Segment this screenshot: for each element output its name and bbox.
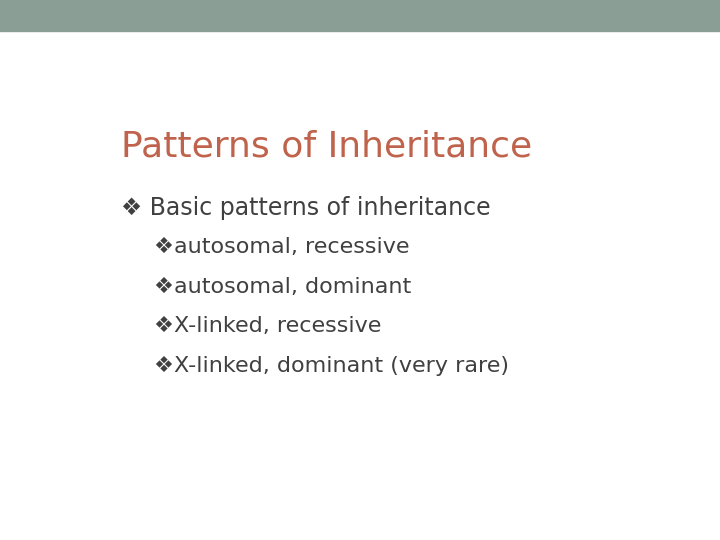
Text: ❖X-linked, recessive: ❖X-linked, recessive — [154, 316, 382, 336]
Text: ❖ Basic patterns of inheritance: ❖ Basic patterns of inheritance — [121, 196, 490, 220]
Text: ❖autosomal, recessive: ❖autosomal, recessive — [154, 238, 410, 258]
Text: ❖autosomal, dominant: ❖autosomal, dominant — [154, 277, 411, 297]
Text: ❖X-linked, dominant (very rare): ❖X-linked, dominant (very rare) — [154, 356, 509, 376]
Text: Patterns of Inheritance: Patterns of Inheritance — [121, 129, 532, 163]
